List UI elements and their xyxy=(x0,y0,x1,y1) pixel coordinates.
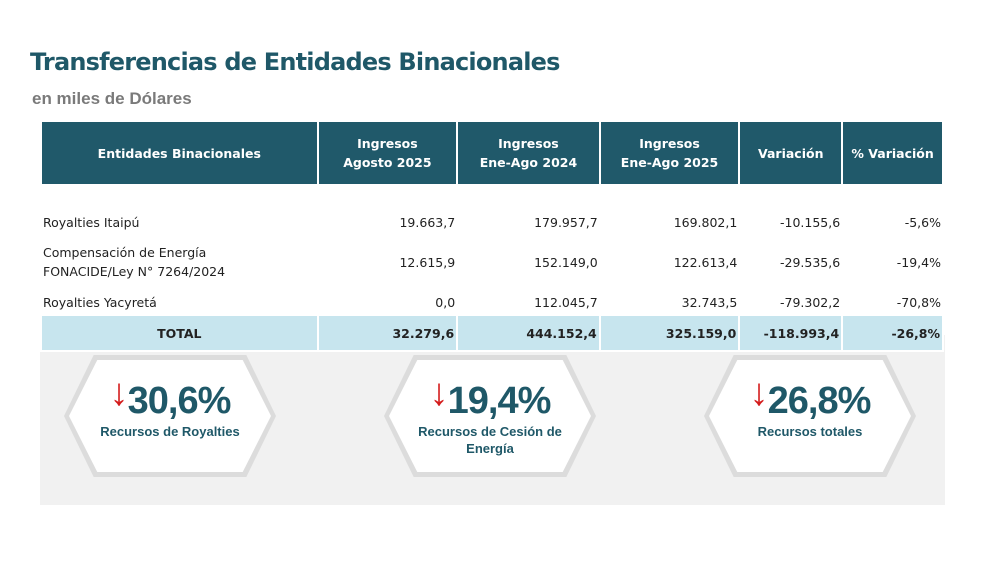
table-row: Compensación de Energía FONACIDE/Ley N° … xyxy=(41,234,943,290)
header-jan-aug-2025: Ingresos Ene-Ago 2025 xyxy=(598,122,741,186)
arrow-down-icon: ↓ xyxy=(429,372,449,414)
cell: 325.159,0 xyxy=(598,314,741,352)
cell: 122.613,4 xyxy=(673,254,738,270)
cell: 0,0 xyxy=(435,294,456,310)
total-row: TOTAL 32.279,6 444.152,4 325.159,0 -118.… xyxy=(40,314,944,352)
transfers-table: Entidades Binacionales Ingresos Agosto 2… xyxy=(40,122,944,352)
table-row: Royalties Yacyretá 0,0 112.045,7 32.743,… xyxy=(41,290,943,315)
cell: -79.302,2 xyxy=(779,294,841,310)
cell: -26,8% xyxy=(841,314,944,352)
cell: -118.993,4 xyxy=(738,314,844,352)
kpi-royalties: ↓30,6% Recursos de Royalties xyxy=(64,355,276,477)
cell: -29.535,6 xyxy=(779,254,841,270)
cell-entity: Royalties Yacyretá xyxy=(43,294,157,310)
kpi-value: 19,4% xyxy=(447,380,552,422)
table-header: Entidades Binacionales Ingresos Agosto 2… xyxy=(40,122,944,186)
cell: 444.152,4 xyxy=(456,314,601,352)
kpi-label: Recursos de Cesión de Energía xyxy=(418,424,562,456)
cell-entity: Royalties Itaipú xyxy=(43,214,140,230)
kpi-value: 30,6% xyxy=(127,380,232,422)
cell: 169.802,1 xyxy=(673,214,738,230)
kpi-label: Recursos de Royalties xyxy=(100,424,240,439)
cell: 179.957,7 xyxy=(534,214,598,230)
table-row: Royalties Itaipú 19.663,7 179.957,7 169.… xyxy=(41,210,943,234)
cell: -5,6% xyxy=(904,214,941,230)
header-variation: Variación xyxy=(738,122,844,186)
cell-entity: Compensación de Energía FONACIDE/Ley N° … xyxy=(43,245,226,279)
cell: 19.663,7 xyxy=(399,214,456,230)
kpi-energy: ↓19,4% Recursos de Cesión de Energía xyxy=(384,355,596,477)
kpi-total: ↓26,8% Recursos totales xyxy=(704,355,916,477)
kpi-label: Recursos totales xyxy=(757,424,863,439)
cell: 112.045,7 xyxy=(534,294,598,310)
cell: -19,4% xyxy=(896,254,941,270)
kpi-value: 26,8% xyxy=(767,380,872,422)
arrow-down-icon: ↓ xyxy=(749,372,769,414)
cell: -70,8% xyxy=(896,294,941,310)
cell: 32.279,6 xyxy=(316,314,459,352)
arrow-down-icon: ↓ xyxy=(109,372,129,414)
page-subtitle: en miles de Dólares xyxy=(32,89,192,108)
cell: 32.743,5 xyxy=(681,294,738,310)
header-entity: Entidades Binacionales xyxy=(40,122,319,186)
cell: 12.615,9 xyxy=(399,254,456,270)
header-aug-2025: Ingresos Agosto 2025 xyxy=(316,122,459,186)
header-jan-aug-2024: Ingresos Ene-Ago 2024 xyxy=(456,122,601,186)
cell: 152.149,0 xyxy=(534,254,598,270)
cell: -10.155,6 xyxy=(779,214,841,230)
cell-total-label: TOTAL xyxy=(40,314,319,352)
header-pct-variation: % Variación xyxy=(841,122,944,186)
page-title: Transferencias de Entidades Binacionales xyxy=(30,48,560,76)
